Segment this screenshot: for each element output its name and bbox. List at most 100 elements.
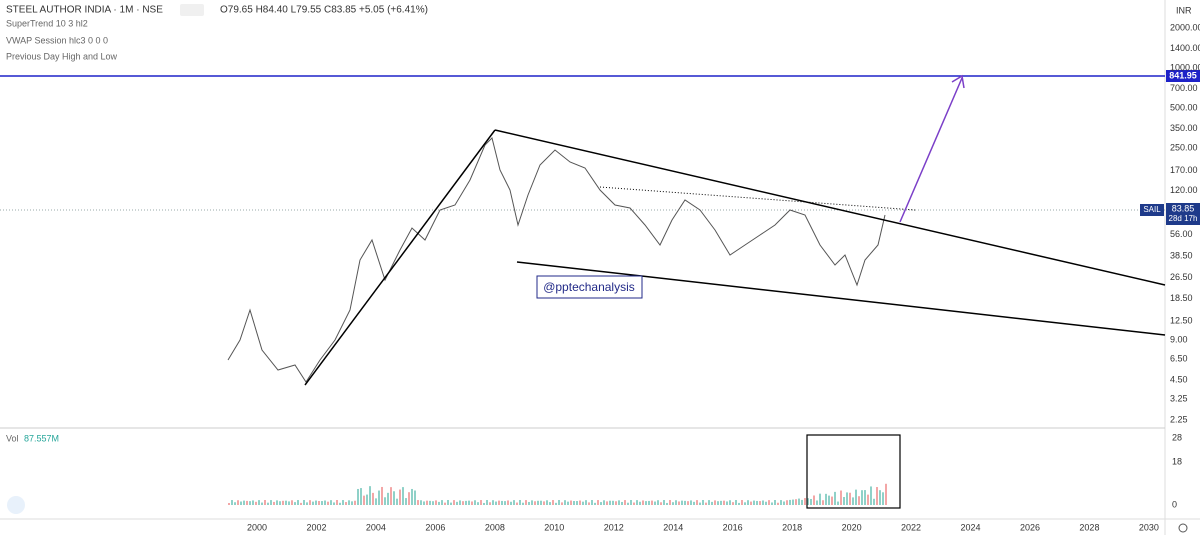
time-tick-label: 2018 [782, 522, 802, 532]
volume-bar [696, 500, 698, 505]
volume-bar [606, 501, 608, 505]
volume-bar [420, 500, 422, 505]
volume-bar [834, 491, 836, 505]
time-tick-label: 2026 [1020, 522, 1040, 532]
volume-bar [777, 502, 779, 505]
ohlc: O79.65 H84.40 L79.55 C83.85 +5.05 (+6.41… [220, 5, 428, 16]
volume-tick-label: 0 [1172, 499, 1177, 509]
volume-bar [657, 500, 659, 505]
volume-bar [456, 501, 458, 505]
volume-bar [738, 502, 740, 505]
price-tick-label: 1000.00 [1170, 62, 1200, 72]
time-tick-label: 2008 [485, 522, 505, 532]
volume-bar [837, 501, 839, 505]
volume-bar [435, 500, 437, 505]
indicator[interactable]: SuperTrend 10 3 hl2 [6, 18, 88, 28]
volume-bar [378, 490, 380, 505]
watermark-box [536, 275, 643, 299]
volume-bar [450, 502, 452, 505]
volume-bar [423, 501, 425, 505]
volume-bar [714, 500, 716, 505]
volume-bar [759, 501, 761, 505]
price-tick-label: 250.00 [1170, 142, 1198, 152]
volume-bar [564, 500, 566, 505]
volume-bar [780, 500, 782, 505]
volume-bar [723, 500, 725, 505]
volume-bar [492, 500, 494, 505]
volume-bar [879, 490, 881, 505]
volume-bar [351, 501, 353, 505]
volume-bar [243, 500, 245, 505]
volume-bar [387, 492, 389, 505]
volume-bar [504, 501, 506, 505]
time-tick-label: 2004 [366, 522, 386, 532]
volume-bar [621, 501, 623, 505]
price-tick-label: 500.00 [1170, 102, 1198, 112]
volume-bar [501, 500, 503, 505]
time-tick-label: 2014 [663, 522, 683, 532]
volume-bar [240, 501, 242, 505]
volume-tick-label: 18 [1172, 456, 1182, 466]
volume-bar [507, 500, 509, 505]
volume-bar [762, 500, 764, 505]
volume-bar [576, 501, 578, 505]
volume-bar [585, 500, 587, 505]
volume-label[interactable]: Vol [6, 433, 19, 443]
volume-bar [324, 500, 326, 505]
volume-bar [618, 500, 620, 505]
volume-bar [402, 487, 404, 505]
volume-bar [885, 483, 887, 505]
volume-bar [486, 500, 488, 505]
volume-bar [633, 502, 635, 505]
volume-bar [321, 501, 323, 505]
currency[interactable]: INR [1176, 5, 1192, 15]
level-tag [1166, 70, 1200, 82]
volume-bar [678, 501, 680, 505]
volume-bar [642, 500, 644, 505]
volume-bar [426, 500, 428, 505]
compare-button[interactable] [180, 4, 204, 16]
volume-box [806, 434, 901, 509]
volume-bar [741, 500, 743, 505]
volume-bar [855, 489, 857, 505]
volume-bar [522, 502, 524, 505]
volume-bar [819, 493, 821, 505]
volume-bar [519, 500, 521, 505]
watermark: @pptechanalysis [543, 280, 635, 294]
volume-bar [300, 502, 302, 505]
volume-bar [417, 500, 419, 505]
volume-bar [528, 501, 530, 505]
volume-bar [255, 501, 257, 505]
volume-bar [597, 500, 599, 505]
volume-bar [732, 502, 734, 505]
volume-bar [477, 502, 479, 505]
volume-bar [432, 501, 434, 505]
volume-bar [333, 502, 335, 505]
volume-bar [807, 498, 809, 505]
volume-value: 87.557M [24, 433, 59, 443]
time-tick-label: 2024 [961, 522, 981, 532]
logo[interactable] [7, 496, 25, 514]
volume-bar [747, 500, 749, 505]
arrow-head [951, 74, 965, 89]
volume-bar [390, 487, 392, 505]
time-tick-label: 2006 [425, 522, 445, 532]
volume-bar [273, 501, 275, 505]
volume-bar [717, 501, 719, 505]
volume-bar [480, 500, 482, 505]
time-tick-label: 2022 [901, 522, 921, 532]
price-tick-label: 6.50 [1170, 353, 1188, 363]
indicator[interactable]: VWAP Session hlc3 0 0 0 [6, 35, 108, 45]
volume-bar [603, 500, 605, 505]
volume-bar [765, 501, 767, 505]
price-tick-label: 4.50 [1170, 375, 1188, 385]
indicator[interactable]: Previous Day High and Low [6, 51, 118, 61]
volume-bar [261, 502, 263, 505]
symbol[interactable]: STEEL AUTHOR INDIA · 1M · NSE [6, 5, 163, 16]
channel-lower [516, 261, 1166, 336]
price-path [227, 137, 886, 383]
volume-bar [285, 500, 287, 505]
settings[interactable] [1178, 523, 1188, 533]
